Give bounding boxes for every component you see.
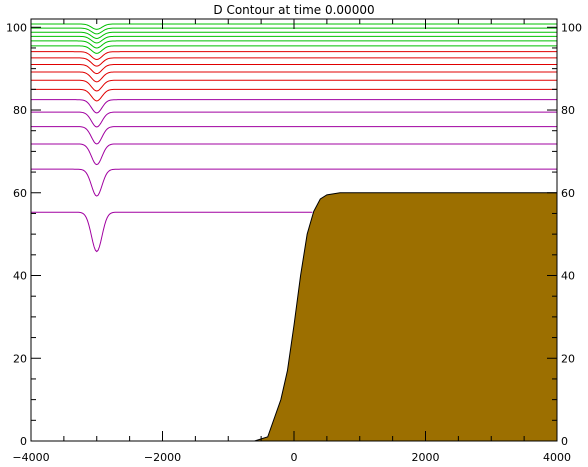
y-tick-label-left: 100 xyxy=(6,21,27,34)
contour-line-12 xyxy=(31,51,557,61)
contour-line-1 xyxy=(31,211,313,253)
axes-layer: −4000 −2000 0 2000 4000 0 0 20 20 40 40 60 60 80 80 100… xyxy=(6,18,582,464)
y-tick-label-right: 80 xyxy=(561,104,575,117)
y-tick-label-right: 0 xyxy=(561,435,568,448)
contour-line-14 xyxy=(31,40,557,49)
contour-line-8 xyxy=(31,79,557,92)
contour-line-9 xyxy=(31,71,557,83)
contour-line-16 xyxy=(31,31,557,39)
contour-line-10 xyxy=(31,64,557,75)
y-tick-label-right: 20 xyxy=(561,352,575,365)
contour-line-11 xyxy=(31,57,557,67)
y-tick-label-left: 60 xyxy=(13,187,27,200)
y-tick-label-right: 60 xyxy=(561,187,575,200)
contour-line-6 xyxy=(31,99,557,114)
x-tick-label: 0 xyxy=(291,451,298,464)
y-tick-label-left: 80 xyxy=(13,104,27,117)
contour-line-5 xyxy=(31,111,557,128)
terrain-layer xyxy=(31,192,558,442)
y-tick-label-left: 20 xyxy=(13,352,27,365)
x-tick-label: −2000 xyxy=(144,451,181,464)
y-tick-label-left: 0 xyxy=(20,435,27,448)
contour-line-15 xyxy=(31,35,557,44)
contour-line-13 xyxy=(31,45,557,54)
y-tick-label-left: 40 xyxy=(13,270,27,283)
contour-line-3 xyxy=(31,143,557,166)
terrain-fill xyxy=(31,192,558,442)
chart-title: D Contour at time 0.00000 xyxy=(213,3,374,17)
y-tick-label-right: 100 xyxy=(561,21,582,34)
x-tick-label: −4000 xyxy=(12,451,49,464)
x-tick-label: 4000 xyxy=(543,451,571,464)
y-tick-label-right: 40 xyxy=(561,270,575,283)
contour-line-7 xyxy=(31,88,557,102)
contour-line-2 xyxy=(31,168,557,197)
x-tick-label: 2000 xyxy=(412,451,440,464)
contour-line-4 xyxy=(31,126,557,145)
